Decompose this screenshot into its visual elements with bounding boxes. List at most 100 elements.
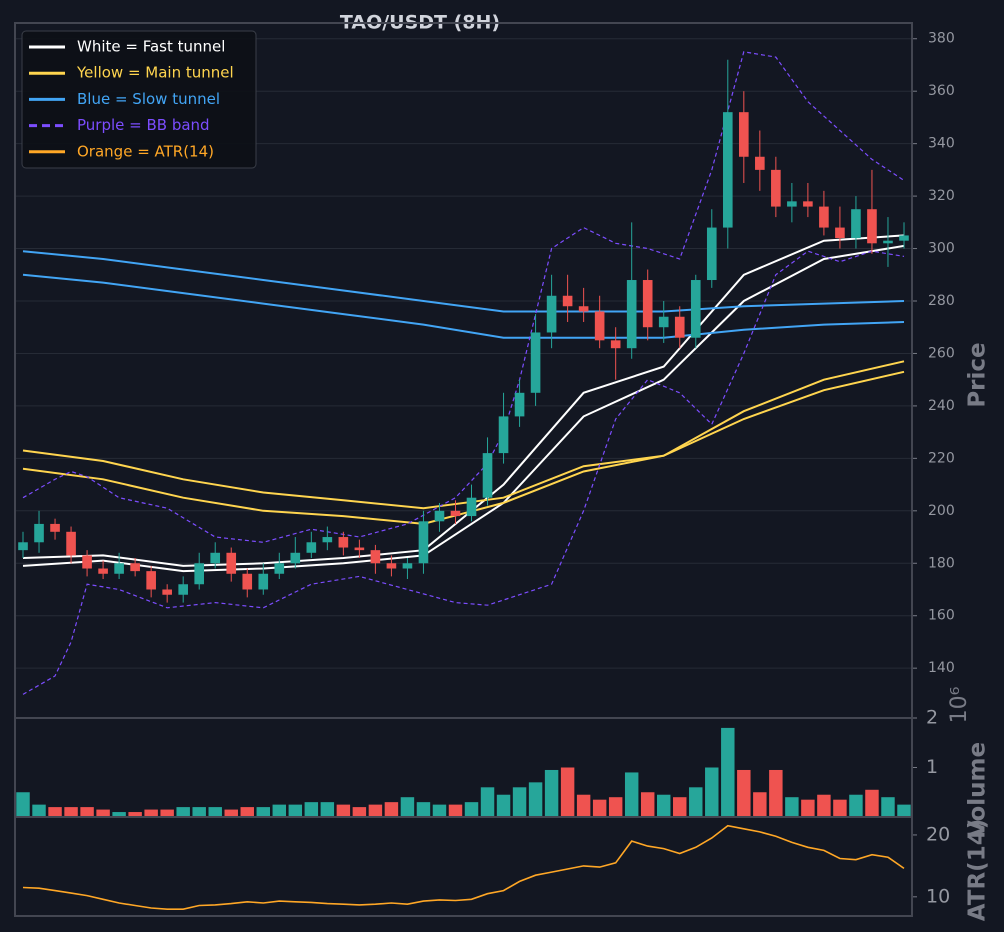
candle-body xyxy=(546,295,557,333)
legend-label: Orange = ATR(14) xyxy=(77,142,214,160)
volume-bar xyxy=(96,809,110,817)
volume-bar xyxy=(336,804,351,817)
volume-bar xyxy=(176,807,190,817)
volume-bar xyxy=(576,794,591,817)
volume-bar xyxy=(753,792,767,817)
candle-body xyxy=(210,552,221,564)
candle-body xyxy=(306,542,317,553)
y-tick-label: 340 xyxy=(928,136,955,152)
candle-body xyxy=(98,568,108,574)
y-tick-label: 380 xyxy=(928,31,955,47)
volume-bar xyxy=(656,794,671,817)
band-lower-line xyxy=(22,250,905,695)
candle-body xyxy=(226,552,237,574)
candle-body xyxy=(899,235,909,241)
candle-body xyxy=(258,573,269,590)
volume-bar xyxy=(737,769,751,817)
y-axis-label: ATR(14) xyxy=(965,819,991,921)
volume-bar xyxy=(304,802,319,817)
y-axis-label: Price xyxy=(965,342,991,407)
y-tick-label: 10 xyxy=(926,885,950,907)
candle-body xyxy=(162,589,172,595)
candle-body xyxy=(530,332,541,393)
volume-bar xyxy=(673,797,687,817)
candle-body xyxy=(354,547,365,551)
candle-body xyxy=(658,316,669,328)
candle-body xyxy=(739,112,749,157)
candle-body xyxy=(386,563,397,569)
volume-bar xyxy=(528,782,543,817)
volume-bar xyxy=(192,807,206,817)
volume-bar xyxy=(496,794,511,817)
candle-body xyxy=(146,571,156,590)
candle-body xyxy=(274,563,285,574)
volume-bar xyxy=(640,792,655,817)
candle-body xyxy=(819,206,829,228)
candle-body xyxy=(851,209,861,239)
candle-body xyxy=(82,555,92,569)
volume-bar xyxy=(881,797,895,817)
candle-body xyxy=(466,497,477,517)
y-tick-label: 160 xyxy=(928,608,955,624)
volume-bar xyxy=(464,802,479,817)
candle-body xyxy=(130,563,140,572)
candle-body xyxy=(706,227,717,281)
volume-bar xyxy=(240,807,254,817)
candle-body xyxy=(450,510,461,517)
candle-body xyxy=(194,563,205,585)
candle-body xyxy=(835,227,845,239)
atr-line xyxy=(22,824,905,910)
volume-bar xyxy=(833,799,847,817)
volume-bar xyxy=(32,804,46,817)
y-tick-label: 1 xyxy=(926,756,938,778)
y-tick-label: 260 xyxy=(928,345,955,361)
volume-bar xyxy=(416,802,431,817)
volume-bar xyxy=(400,797,415,817)
volume-bar xyxy=(160,809,174,817)
candle-body xyxy=(867,209,877,244)
volume-bar xyxy=(865,789,879,817)
y-tick-label: 220 xyxy=(928,450,955,466)
volume-bar xyxy=(817,794,831,817)
volume-bar xyxy=(384,802,399,817)
volume-bar xyxy=(705,767,719,817)
y-axis-label: Volume xyxy=(965,742,991,838)
volume-bar xyxy=(80,807,94,817)
y-tick-label: 240 xyxy=(928,398,955,414)
candle-body xyxy=(402,563,413,569)
volume-bar xyxy=(560,767,575,817)
volume-bar xyxy=(624,772,639,817)
candle-body xyxy=(642,280,653,328)
volume-bar xyxy=(592,799,607,817)
y-tick-label: 280 xyxy=(928,293,955,309)
candle-body xyxy=(338,537,349,548)
volume-bar xyxy=(320,802,335,817)
candle-body xyxy=(722,112,733,228)
candle-body xyxy=(562,295,573,307)
candle-body xyxy=(690,280,701,338)
candle-body xyxy=(626,280,637,349)
y-tick-label: 360 xyxy=(928,83,955,99)
volume-bar xyxy=(512,787,527,817)
candle-body xyxy=(755,156,765,170)
band-upper-line xyxy=(22,234,905,567)
candle-body xyxy=(482,453,493,498)
volume-bar xyxy=(785,797,799,817)
legend: White = Fast tunnel Yellow = Main tunnel B… xyxy=(21,30,257,169)
band-upper-line xyxy=(22,360,905,510)
candle-body xyxy=(498,416,509,454)
band-lower-line xyxy=(22,273,905,339)
candle-body xyxy=(578,306,589,312)
candle-body xyxy=(514,392,525,417)
candle-body xyxy=(370,550,381,564)
legend-label: White = Fast tunnel xyxy=(77,38,225,56)
volume-bar xyxy=(432,804,447,817)
volume-bar xyxy=(480,787,495,817)
candle-body xyxy=(18,542,28,551)
candle-body xyxy=(418,521,429,564)
offset-label: 10⁶ xyxy=(947,686,972,723)
candle-body xyxy=(178,584,188,595)
y-tick-label: 200 xyxy=(928,503,955,519)
candle-body xyxy=(66,531,76,556)
